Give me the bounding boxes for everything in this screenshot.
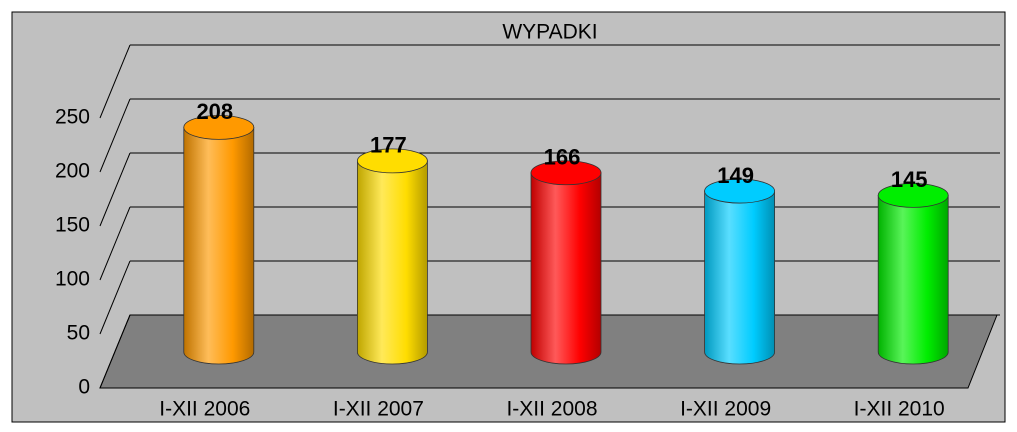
bar <box>704 190 775 365</box>
bar-top <box>877 182 949 208</box>
x-tick-label: I-XII 2007 <box>333 398 424 421</box>
bar <box>183 126 255 365</box>
y-tick-label: 50 <box>67 322 90 345</box>
bar <box>877 195 949 365</box>
bar <box>357 160 428 365</box>
bar <box>530 172 602 365</box>
side-grid-line <box>99 314 131 389</box>
side-grid-line <box>99 44 131 119</box>
value-label: 208 <box>196 99 233 124</box>
y-tick-label: 150 <box>55 214 90 237</box>
bar-top <box>356 148 428 174</box>
y-tick-label: 200 <box>55 160 90 183</box>
chart-title: WYPADKI <box>502 21 597 44</box>
side-grid-line <box>99 260 131 335</box>
value-label: 145 <box>891 167 928 192</box>
y-tick-label: 250 <box>55 106 90 129</box>
value-label: 149 <box>717 163 754 188</box>
bar-top <box>530 160 602 186</box>
bar-top <box>183 114 255 140</box>
x-tick-label: I-XII 2008 <box>506 398 597 421</box>
value-label: 177 <box>370 133 407 158</box>
side-grid-line <box>99 152 131 227</box>
x-tick-label: I-XII 2009 <box>680 398 771 421</box>
side-grid-line <box>99 206 131 281</box>
value-label: 166 <box>544 145 581 170</box>
x-tick-label: I-XII 2006 <box>159 398 250 421</box>
y-tick-label: 0 <box>78 376 90 399</box>
bar-top <box>704 178 775 204</box>
x-tick-label: I-XII 2010 <box>854 398 945 421</box>
y-tick-label: 100 <box>55 268 90 291</box>
side-grid-line <box>99 98 131 173</box>
